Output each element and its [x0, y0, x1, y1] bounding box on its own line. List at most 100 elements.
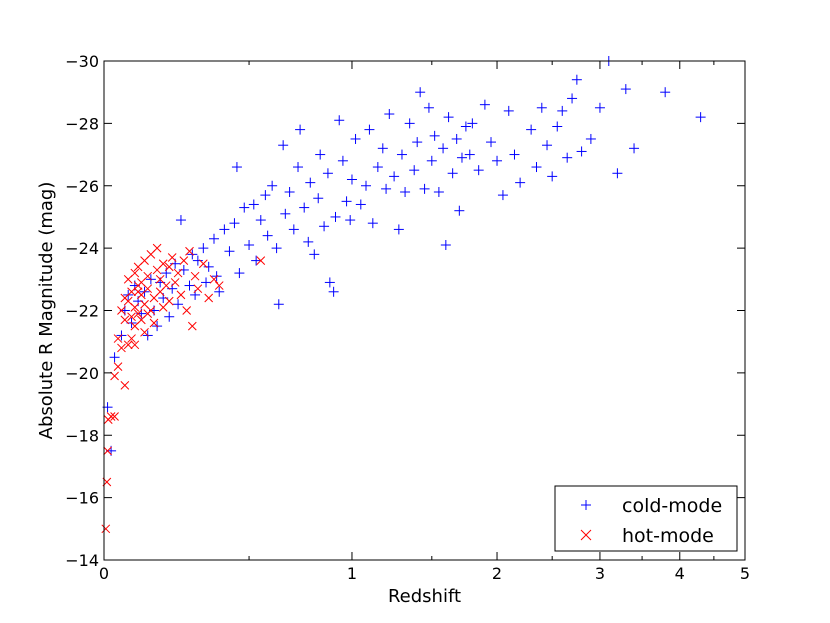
cold-mode-point: [341, 196, 352, 207]
legend: cold-mode hot-mode: [554, 485, 738, 552]
cold-mode-point: [192, 255, 203, 266]
cold-mode-point: [231, 162, 242, 173]
cold-mode-point: [594, 102, 605, 113]
cold-mode-point: [355, 199, 366, 210]
cold-mode-point: [384, 109, 395, 120]
y-tick-label: −24: [65, 239, 99, 258]
cold-mode-point: [239, 202, 250, 213]
cold-mode-point: [426, 155, 437, 166]
cold-mode-point: [262, 230, 273, 241]
cold-mode-point: [255, 215, 266, 226]
cold-mode-point: [224, 246, 235, 257]
cold-mode-point: [184, 280, 195, 291]
cold-mode-point: [486, 137, 497, 148]
cold-mode-point: [303, 236, 314, 247]
hot-mode-point: [130, 340, 140, 350]
hot-mode-point: [133, 309, 143, 318]
cold-mode-point: [260, 190, 271, 201]
cold-mode-point: [273, 299, 284, 310]
cold-mode-point: [372, 162, 383, 173]
cold-mode-point: [492, 155, 503, 166]
cold-mode-point: [328, 286, 339, 297]
hot-mode-point: [130, 303, 140, 312]
cold-mode-point: [460, 121, 471, 132]
hot-mode-point: [133, 287, 143, 297]
cold-mode-point: [440, 240, 451, 251]
cold-mode-point: [209, 233, 220, 244]
cold-mode-point: [467, 118, 478, 129]
y-tick-label: −22: [65, 302, 99, 321]
hot-mode-point: [101, 524, 111, 534]
cold-mode-point: [456, 152, 467, 163]
cold-mode-point: [319, 221, 330, 232]
cold-mode-point: [337, 155, 348, 166]
hot-mode-point: [161, 281, 171, 290]
legend-marker-hot-mode: [580, 529, 592, 541]
y-tick-label: −14: [65, 551, 99, 570]
hot-mode-point: [113, 362, 123, 371]
legend-marker-cold-mode: [581, 500, 591, 510]
cold-mode-point: [412, 137, 423, 148]
legend-box: [554, 485, 738, 552]
cold-mode-point: [267, 180, 278, 191]
hot-mode-point: [117, 343, 126, 353]
cold-mode-point: [404, 118, 415, 129]
cold-mode-point: [526, 124, 537, 135]
cold-mode-point: [415, 87, 426, 98]
y-tick-label: −26: [65, 177, 99, 196]
cold-mode-point: [313, 193, 324, 204]
axis-ticks: 0 1 2 3 4 5 −14 −16 −18 −20 −22 −24 −26 −28 −30: [65, 52, 750, 583]
cold-mode-point: [503, 105, 514, 116]
cold-mode-point: [400, 186, 411, 197]
cold-mode-point: [271, 243, 282, 254]
hot-mode-point: [164, 296, 174, 306]
cold-mode-point: [305, 177, 316, 188]
x-tick-label: 3: [595, 564, 605, 583]
cold-mode-point: [473, 165, 484, 176]
cold-mode-point: [198, 243, 209, 254]
cold-mode-point: [219, 224, 230, 235]
hot-mode-point: [204, 293, 214, 303]
cold-mode-point: [509, 149, 520, 160]
hot-mode-point: [130, 268, 140, 278]
cold-mode-point: [695, 112, 706, 123]
hot-mode-point: [173, 268, 183, 278]
legend-label-cold-mode: cold-mode: [622, 495, 722, 517]
cold-mode-point: [324, 277, 335, 288]
hot-mode-point: [143, 309, 153, 318]
hot-mode-point: [143, 284, 153, 294]
cold-mode-point: [660, 87, 671, 98]
cold-mode-point: [443, 112, 454, 123]
hot-mode-point: [117, 306, 126, 315]
cold-mode-point: [315, 149, 326, 160]
cold-mode-point: [367, 218, 378, 229]
cold-mode-point: [419, 183, 430, 194]
cold-mode-point: [479, 99, 490, 110]
x-tick-label: 0: [99, 564, 109, 583]
y-tick-label: −16: [65, 489, 99, 508]
hot-mode-point: [193, 284, 203, 294]
cold-mode-point: [447, 168, 458, 179]
hot-mode-point: [149, 318, 159, 328]
cold-mode-point: [309, 249, 320, 260]
y-tick-label: −20: [65, 364, 99, 383]
cold-mode-point: [393, 224, 404, 235]
hot-mode-point: [256, 256, 266, 265]
hot-mode-point: [143, 271, 153, 281]
hot-mode-point: [198, 259, 208, 269]
cold-mode-point: [164, 311, 175, 322]
hot-mode-point: [182, 306, 192, 315]
hot-mode-point: [170, 278, 180, 287]
cold-mode-point: [251, 255, 262, 266]
cold-mode-point: [557, 105, 568, 116]
cold-mode-point: [377, 143, 388, 154]
hot-mode-point: [209, 274, 219, 284]
hot-mode-point: [103, 446, 112, 456]
cold-mode-point: [361, 180, 372, 191]
hot-mode-point: [158, 259, 168, 269]
cold-mode-point: [322, 168, 333, 179]
cold-mode-point: [364, 124, 375, 135]
cold-mode-point: [173, 299, 184, 310]
cold-mode-point: [330, 211, 341, 222]
